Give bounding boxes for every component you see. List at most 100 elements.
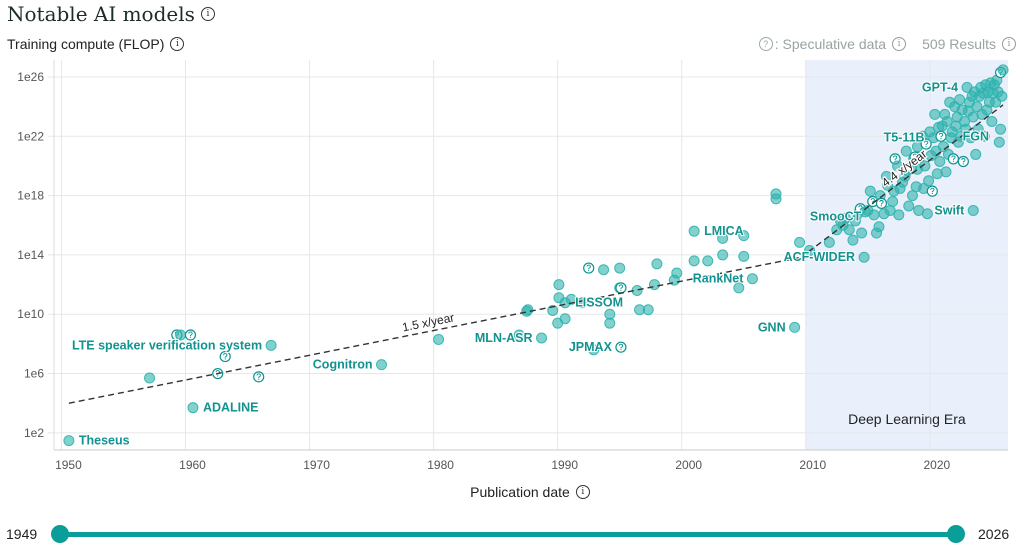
- model-label: LISSOM: [575, 296, 623, 310]
- question-icon: [223, 353, 228, 358]
- data-point: [187, 402, 199, 414]
- question-icon: [618, 343, 624, 349]
- model-label: FGN: [963, 129, 989, 143]
- data-point: [940, 166, 952, 178]
- data-point: [971, 101, 983, 113]
- data-point: [746, 273, 758, 285]
- data-point: [839, 212, 851, 224]
- data-point: [265, 339, 277, 351]
- slider-min-handle[interactable]: [51, 525, 69, 543]
- question-icon-dot: [962, 163, 964, 165]
- data-point: [651, 258, 663, 270]
- data-point: [688, 225, 700, 237]
- info-icon[interactable]: i: [575, 485, 590, 499]
- slider-max-handle[interactable]: [947, 525, 965, 543]
- data-point: [823, 236, 835, 248]
- x-tick-label: 2000: [675, 458, 702, 472]
- x-axis-title: Publication date i: [0, 484, 1024, 500]
- chart-meta: ? : Speculative data i 509 Results i: [758, 36, 1016, 52]
- data-point: [738, 230, 750, 242]
- x-tick-label: 1980: [427, 458, 454, 472]
- info-icon[interactable]: i: [1002, 37, 1016, 51]
- title-text: Notable AI models: [7, 2, 195, 26]
- data-point: [671, 267, 683, 279]
- y-tick-label: 1e6: [24, 367, 44, 381]
- date-range-slider-track[interactable]: [60, 532, 956, 537]
- speculative-data-point: [926, 185, 938, 197]
- question-icon: [924, 140, 929, 146]
- question-icon-dot: [620, 348, 622, 351]
- data-point: [614, 262, 626, 274]
- speculative-data-point: [583, 262, 595, 274]
- data-point: [856, 227, 868, 239]
- speculative-data-point: [920, 138, 932, 150]
- data-point: [513, 329, 525, 341]
- data-point: [63, 435, 75, 447]
- trend-line: [807, 104, 1004, 253]
- data-point: [433, 333, 445, 345]
- question-icon-dot: [940, 138, 942, 140]
- data-point: [789, 321, 801, 333]
- question-icon: [586, 264, 591, 270]
- question-icon-dot: [914, 158, 916, 160]
- speculative-data-point: [935, 130, 947, 142]
- info-icon[interactable]: i: [892, 37, 907, 51]
- data-point: [144, 372, 156, 384]
- data-point: [997, 64, 1009, 76]
- data-point: [995, 123, 1007, 135]
- data-point: [934, 156, 946, 168]
- question-icon-dot: [931, 192, 933, 195]
- model-label: ADALINE: [203, 401, 259, 415]
- question-icon: ?: [758, 37, 773, 51]
- x-tick-label: 2020: [923, 458, 950, 472]
- model-label: Cognitron: [313, 358, 373, 372]
- y-tick-label: 1e26: [17, 70, 44, 84]
- data-point: [717, 249, 729, 261]
- data-point: [941, 115, 953, 127]
- model-label: Swift: [934, 203, 965, 217]
- speculative-data-point: [909, 151, 921, 163]
- data-point: [923, 175, 935, 187]
- x-tick-label: 1950: [55, 458, 82, 472]
- data-point: [921, 208, 933, 220]
- model-label: LMICA: [704, 224, 744, 238]
- data-point: [919, 160, 931, 172]
- info-icon[interactable]: i: [170, 37, 185, 51]
- speculative-data-point: [947, 153, 960, 165]
- model-label: RankNet: [693, 272, 745, 286]
- y-tick-label: 1e2: [24, 426, 44, 440]
- data-point: [522, 304, 534, 316]
- question-icon-dot: [224, 358, 226, 360]
- data-point: [978, 130, 990, 142]
- info-icon[interactable]: i: [200, 7, 215, 21]
- trend-line: [68, 255, 806, 404]
- y-tick-label: 1e14: [17, 248, 44, 262]
- speculative-data-point: [957, 155, 969, 168]
- data-point: [553, 279, 565, 291]
- model-label: GPT-4: [922, 80, 958, 94]
- model-label: GNN: [758, 320, 786, 334]
- question-icon-dot: [952, 160, 955, 162]
- page-title: Notable AI models i: [7, 2, 215, 26]
- data-point: [702, 255, 714, 267]
- speculative-data-point: [253, 371, 265, 383]
- y-tick-label: 1e22: [17, 129, 44, 143]
- x-axis-title-text: Publication date: [470, 484, 570, 500]
- data-point: [604, 317, 616, 329]
- results-count: 509 Results: [922, 36, 996, 52]
- data-point: [993, 136, 1005, 148]
- data-point: [868, 209, 880, 221]
- data-point: [794, 236, 806, 248]
- data-point: [843, 224, 855, 236]
- scatter-chart: Deep Learning Era 1950 1960 1970 1980 1990 200…: [17, 60, 1009, 472]
- data-point: [986, 115, 998, 127]
- data-point: [847, 234, 859, 246]
- y-tick-label: 1e10: [17, 307, 44, 321]
- speculative-data-point: [615, 341, 627, 353]
- data-point: [733, 282, 745, 294]
- data-point: [965, 132, 977, 144]
- data-point: [996, 90, 1008, 102]
- data-point: [376, 359, 388, 371]
- question-icon: [879, 199, 884, 205]
- data-point: [648, 279, 660, 291]
